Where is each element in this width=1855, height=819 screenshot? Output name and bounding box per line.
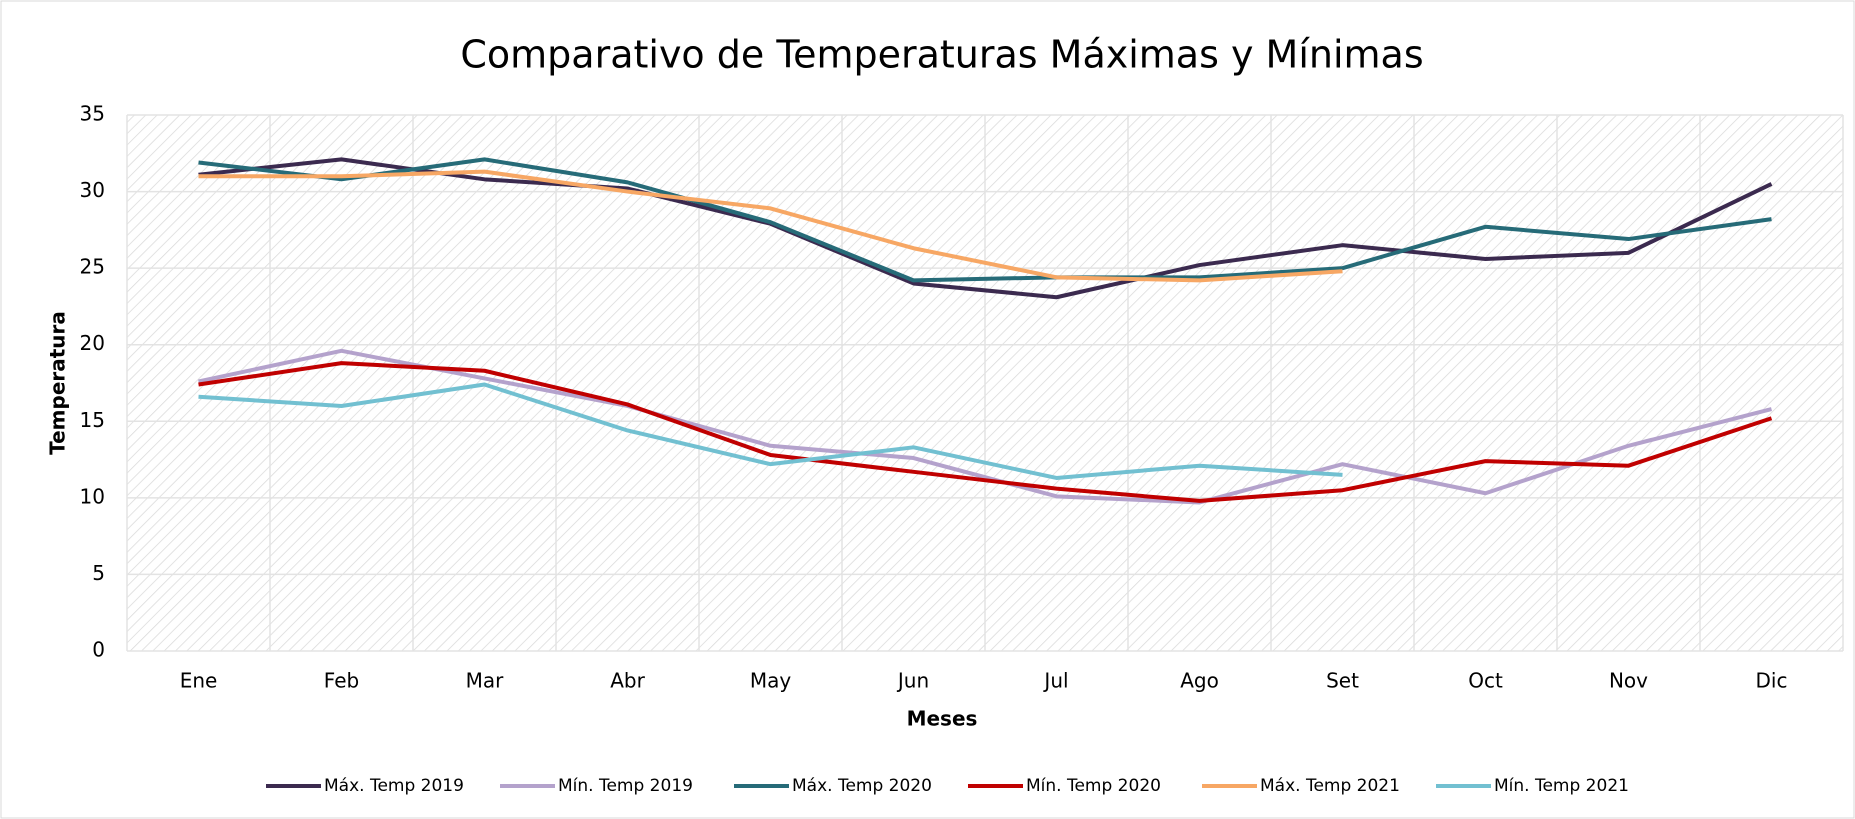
chart-title: Comparativo de Temperaturas Máximas y Mí… (460, 33, 1423, 77)
y-tick-label: 15 (80, 408, 105, 432)
y-tick-label: 25 (80, 255, 105, 279)
y-tick-label: 5 (92, 561, 105, 585)
legend-label: Máx. Temp 2019 (324, 776, 464, 796)
line-series (198, 348, 1772, 505)
y-axis-title: Temperatura (46, 311, 70, 455)
legend-label: Mín. Temp 2021 (1494, 776, 1629, 796)
line-series (198, 361, 1773, 503)
legend-label: Mín. Temp 2020 (1026, 776, 1161, 796)
y-tick-label: 30 (80, 178, 105, 202)
x-tick-label: Oct (1468, 669, 1503, 693)
line-series (198, 382, 1343, 480)
line-series (198, 157, 1773, 300)
legend-label: Máx. Temp 2021 (1260, 776, 1400, 796)
x-tick-label: Abr (610, 669, 645, 693)
x-tick-label: Ago (1180, 669, 1219, 693)
x-tick-label: May (750, 669, 792, 693)
line-series (198, 169, 1343, 283)
y-tick-label: 0 (92, 638, 105, 662)
y-tick-label: 20 (80, 331, 105, 355)
y-tick-label: 35 (80, 102, 105, 126)
x-tick-label: Jun (896, 669, 929, 693)
x-tick-label: Nov (1609, 669, 1648, 693)
line-series (198, 157, 1772, 283)
x-tick-label: Dic (1756, 669, 1788, 693)
x-tick-label: Ene (180, 669, 218, 693)
x-tick-label: Mar (466, 669, 505, 693)
x-tick-label: Jul (1042, 669, 1068, 693)
legend-label: Máx. Temp 2020 (792, 776, 932, 796)
y-tick-label: 10 (80, 484, 105, 508)
x-tick-label: Set (1326, 669, 1359, 693)
legend-label: Mín. Temp 2019 (558, 776, 693, 796)
x-tick-label: Feb (324, 669, 359, 693)
x-axis-title: Meses (907, 707, 978, 731)
